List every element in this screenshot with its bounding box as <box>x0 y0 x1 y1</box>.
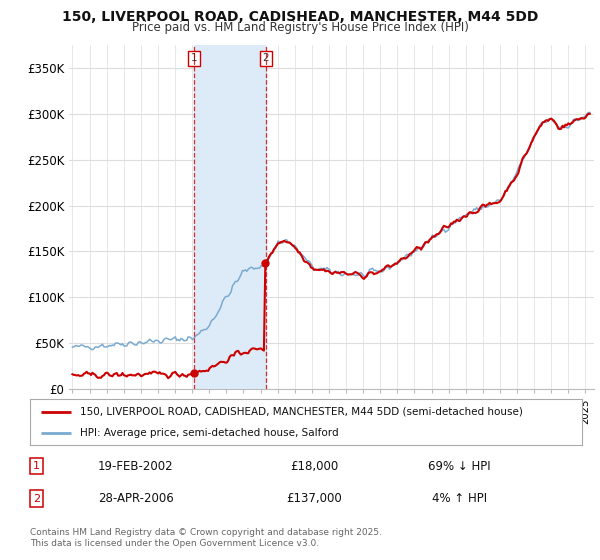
Text: HPI: Average price, semi-detached house, Salford: HPI: Average price, semi-detached house,… <box>80 428 338 438</box>
Text: £137,000: £137,000 <box>286 492 342 505</box>
Text: 19-FEB-2002: 19-FEB-2002 <box>98 460 173 473</box>
Text: 4% ↑ HPI: 4% ↑ HPI <box>431 492 487 505</box>
Text: Contains HM Land Registry data © Crown copyright and database right 2025.
This d: Contains HM Land Registry data © Crown c… <box>30 528 382 548</box>
Text: 1: 1 <box>33 461 40 472</box>
Bar <box>194 45 266 389</box>
Text: 2: 2 <box>263 53 269 63</box>
Text: 150, LIVERPOOL ROAD, CADISHEAD, MANCHESTER, M44 5DD (semi-detached house): 150, LIVERPOOL ROAD, CADISHEAD, MANCHEST… <box>80 407 523 417</box>
Text: 150, LIVERPOOL ROAD, CADISHEAD, MANCHESTER, M44 5DD: 150, LIVERPOOL ROAD, CADISHEAD, MANCHEST… <box>62 10 538 24</box>
Text: 28-APR-2006: 28-APR-2006 <box>98 492 173 505</box>
Text: 2: 2 <box>33 493 40 503</box>
Text: Price paid vs. HM Land Registry's House Price Index (HPI): Price paid vs. HM Land Registry's House … <box>131 21 469 34</box>
Text: 69% ↓ HPI: 69% ↓ HPI <box>428 460 491 473</box>
Text: 1: 1 <box>191 53 197 63</box>
Text: £18,000: £18,000 <box>290 460 338 473</box>
